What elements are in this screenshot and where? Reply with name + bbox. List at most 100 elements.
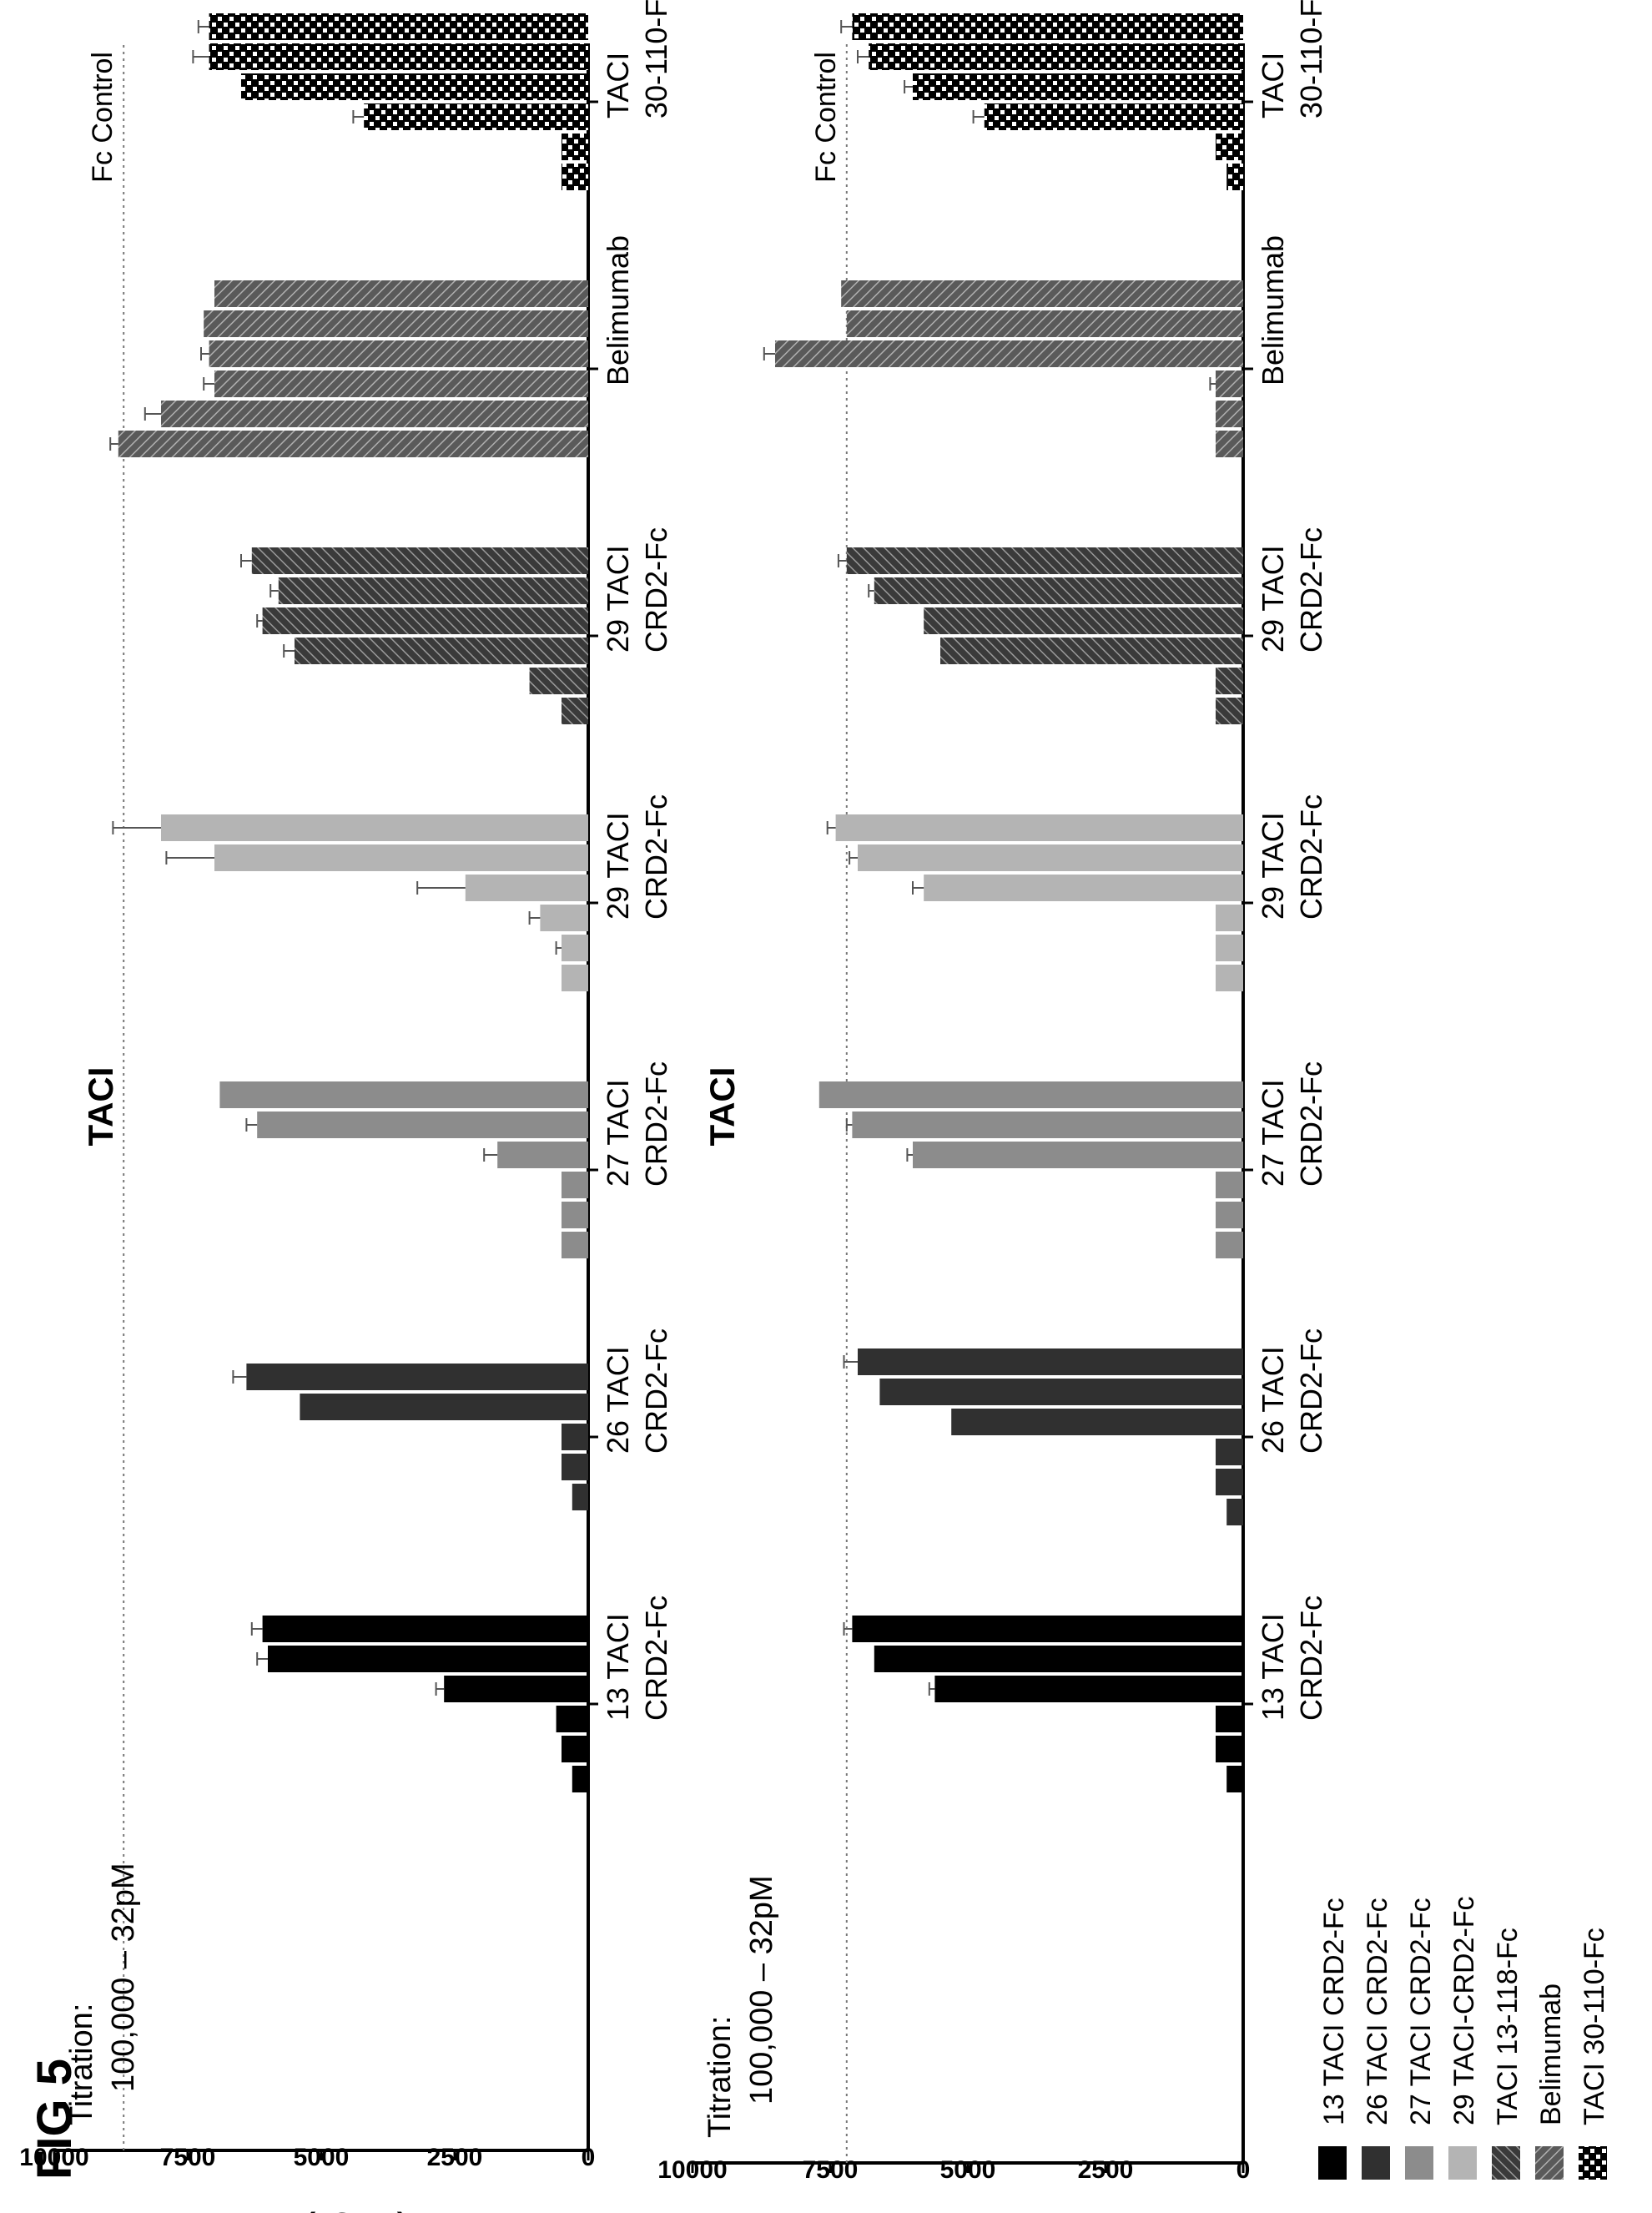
y-tick-label: 7500 — [803, 2156, 859, 2184]
bar — [1216, 1202, 1243, 1228]
bar — [562, 935, 588, 961]
bar — [161, 401, 588, 427]
chart-april-blockade: 025005000750010000APRIL BlockadeRLU (±SE… — [19, 0, 673, 2213]
bar — [841, 280, 1243, 307]
bar — [562, 1424, 588, 1450]
bar — [161, 814, 588, 841]
y-tick-label: 5000 — [940, 2156, 996, 2184]
y-tick-label: 2500 — [1078, 2156, 1134, 2184]
bar — [540, 905, 589, 931]
legend-swatch — [1448, 2146, 1477, 2180]
x-tick-label-line2: CRD2-Fc — [639, 1328, 673, 1454]
bar — [846, 310, 1243, 337]
titration-range: 100,000 – 32pM — [106, 1863, 141, 2092]
bar — [209, 13, 588, 40]
reference-label: Fc Control — [87, 52, 118, 183]
y-tick-label: 7500 — [160, 2144, 216, 2171]
bar — [924, 875, 1243, 901]
x-tick-label: Belimumab — [601, 235, 635, 386]
x-tick-label: TACI — [1256, 53, 1290, 118]
bar — [1216, 935, 1243, 961]
legend-label: TACI 30-110-Fc — [1579, 1928, 1610, 2125]
x-tick-label: 26 TACI — [1256, 1346, 1290, 1454]
bar — [562, 1172, 588, 1198]
bar — [209, 43, 588, 70]
bar — [1216, 371, 1243, 397]
bar — [1216, 1469, 1243, 1495]
bar — [1216, 431, 1243, 457]
bar — [204, 310, 588, 337]
legend-label: 27 TACI CRD2-Fc — [1405, 1898, 1437, 2125]
x-tick-label: 27 TACI — [601, 1079, 635, 1187]
bar — [241, 73, 588, 100]
bar — [1216, 1172, 1243, 1198]
x-tick-label-line2: 30-110-Fc — [1294, 0, 1328, 118]
x-tick-label-line2: 30-110-Fc — [639, 0, 673, 118]
legend-swatch — [1492, 2146, 1520, 2180]
y-tick-label: 2500 — [427, 2144, 483, 2171]
bar — [1216, 698, 1243, 724]
x-tick-label-line2: CRD2-Fc — [639, 1595, 673, 1721]
bar — [562, 965, 588, 991]
bar — [852, 13, 1244, 40]
bar — [846, 547, 1243, 574]
bar — [497, 1142, 589, 1168]
bar — [1226, 1499, 1243, 1525]
bar — [913, 73, 1243, 100]
bar — [251, 547, 588, 574]
bar — [879, 1379, 1244, 1405]
bar — [775, 340, 1243, 367]
bar — [858, 844, 1243, 871]
bar — [214, 844, 588, 871]
bar — [556, 1706, 588, 1732]
bar — [818, 1081, 1243, 1108]
bar — [858, 1348, 1243, 1375]
legend-swatch — [1579, 2146, 1607, 2180]
bar — [1226, 1766, 1243, 1792]
x-tick-label-line2: CRD2-Fc — [1294, 527, 1328, 653]
bar — [118, 431, 589, 457]
bar — [1216, 401, 1243, 427]
x-tick-label-line2: CRD2-Fc — [1294, 794, 1328, 920]
bar — [444, 1676, 589, 1702]
bar — [562, 698, 588, 724]
legend-swatch — [1318, 2146, 1347, 2180]
x-tick-label: 13 TACI — [1256, 1613, 1290, 1721]
bar — [1216, 1439, 1243, 1465]
bar — [1216, 965, 1243, 991]
legend-swatch — [1535, 2146, 1564, 2180]
legend-label: Belimumab — [1535, 1984, 1567, 2125]
x-tick-label-line2: CRD2-Fc — [1294, 1595, 1328, 1721]
bar — [295, 638, 588, 664]
chart-title: TACI — [703, 1067, 742, 1147]
x-tick-label: 29 TACI — [601, 545, 635, 653]
bar — [1216, 1706, 1243, 1732]
legend-swatch — [1362, 2146, 1390, 2180]
titration-label: Titration: — [703, 2016, 738, 2138]
x-tick-label: 29 TACI — [1256, 545, 1290, 653]
bar — [562, 164, 588, 190]
bar — [214, 280, 588, 307]
bar — [257, 1112, 588, 1138]
x-tick-label-line2: CRD2-Fc — [639, 794, 673, 920]
x-tick-label: 29 TACI — [601, 812, 635, 920]
bar — [852, 1616, 1244, 1642]
titration-range: 100,000 – 32pM — [744, 1875, 779, 2105]
bar — [300, 1394, 588, 1420]
x-tick-label: 27 TACI — [1256, 1079, 1290, 1187]
x-tick-label-line2: CRD2-Fc — [1294, 1328, 1328, 1454]
bar — [262, 1616, 588, 1642]
bar — [465, 875, 588, 901]
bar — [951, 1409, 1243, 1435]
bar — [1216, 668, 1243, 694]
x-tick-label-line2: CRD2-Fc — [639, 527, 673, 653]
bar — [940, 638, 1243, 664]
bar — [562, 1232, 588, 1258]
y-tick-label: 0 — [582, 2144, 596, 2171]
legend: 13 TACI CRD2-Fc 26 TACI CRD2-Fc 27 TACI CR… — [1318, 1896, 1610, 2180]
titration-label: Titration: — [64, 2004, 99, 2125]
y-tick-label: 10000 — [19, 2144, 88, 2171]
bar — [874, 577, 1244, 604]
x-tick-label-line2: CRD2-Fc — [639, 1061, 673, 1187]
